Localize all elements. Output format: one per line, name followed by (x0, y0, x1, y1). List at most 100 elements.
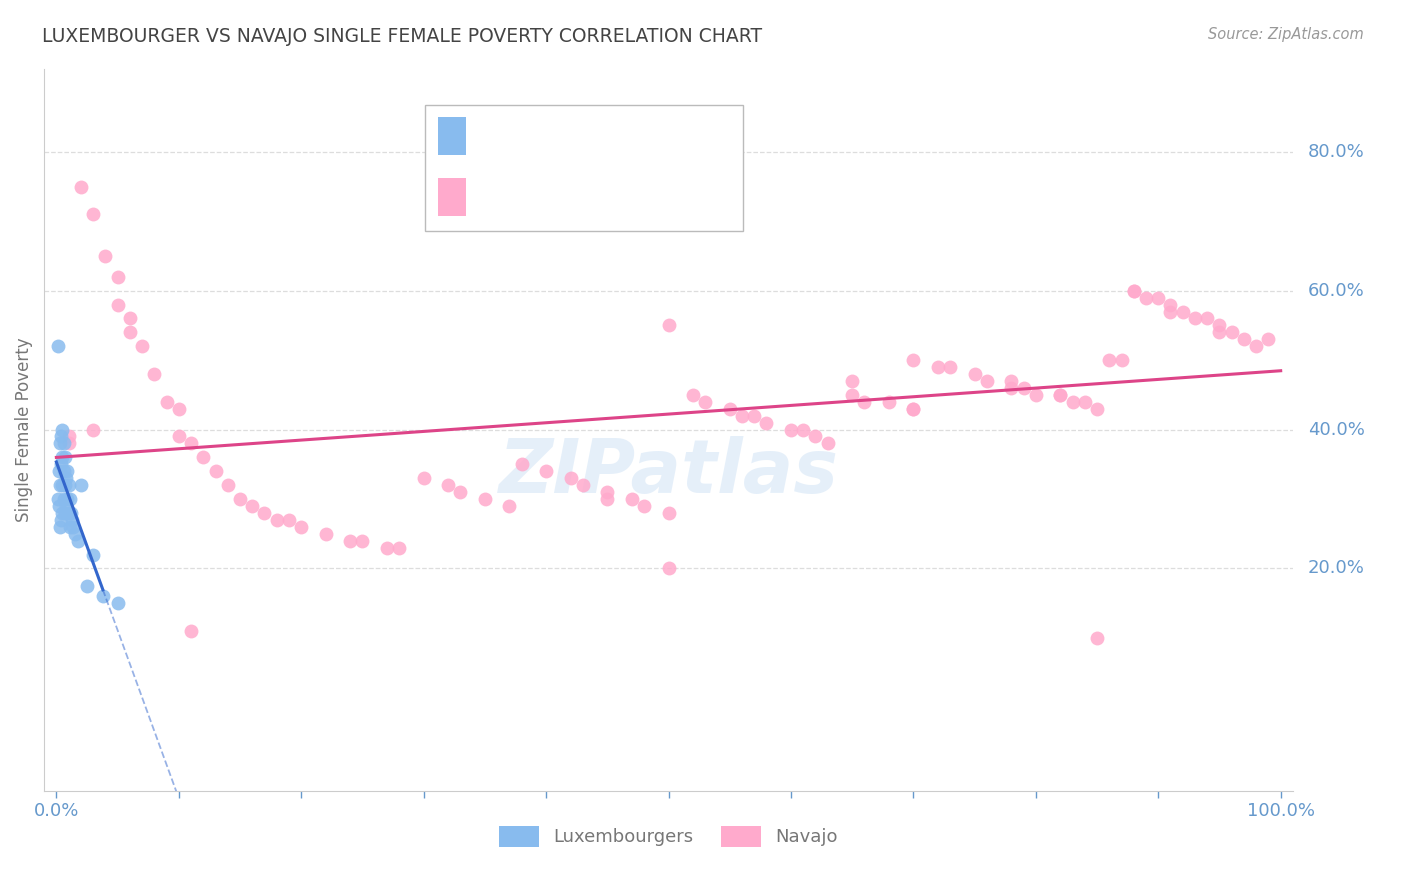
Point (1184, 311, 1206, 326)
Point (290, 520, 312, 534)
Point (804, 429, 827, 443)
Point (69, 179, 91, 194)
Point (167, 401, 190, 416)
Point (596, 485, 619, 500)
Point (60, 513, 83, 527)
Point (718, 401, 741, 416)
Point (253, 506, 276, 520)
Point (963, 367, 986, 381)
Point (53, 478, 76, 492)
Point (167, 429, 190, 443)
Point (572, 478, 595, 492)
Point (240, 499, 263, 513)
Point (1147, 291, 1170, 305)
Point (388, 541, 411, 555)
Point (1197, 311, 1219, 326)
Point (927, 360, 949, 375)
Point (155, 394, 177, 409)
Point (107, 269, 129, 284)
Point (56, 491, 79, 506)
Point (107, 596, 129, 610)
Point (59, 520, 82, 534)
Point (143, 367, 166, 381)
Point (229, 491, 252, 506)
Point (1160, 304, 1182, 318)
Point (939, 360, 962, 375)
Point (560, 471, 582, 485)
Point (266, 513, 288, 527)
Point (1085, 401, 1108, 416)
Point (60, 506, 83, 520)
Point (657, 318, 679, 333)
Point (1233, 332, 1256, 346)
Point (107, 297, 129, 311)
Point (55, 471, 77, 485)
Point (52, 464, 75, 478)
Point (82, 207, 104, 221)
Point (853, 394, 876, 409)
Point (1085, 631, 1108, 645)
Point (67, 533, 90, 548)
Point (1122, 284, 1144, 298)
Point (51, 450, 73, 465)
Point (48, 499, 70, 513)
Point (682, 388, 704, 402)
Point (204, 464, 226, 478)
Point (49, 478, 72, 492)
Point (69, 478, 91, 492)
Point (731, 409, 754, 423)
Point (131, 339, 153, 353)
Point (51, 478, 73, 492)
Point (62, 520, 84, 534)
Point (1220, 326, 1243, 340)
Point (53, 506, 76, 520)
Point (1098, 353, 1121, 368)
Point (449, 485, 471, 500)
Point (58, 436, 80, 450)
Point (1135, 291, 1157, 305)
Point (59, 491, 82, 506)
Point (657, 561, 679, 575)
Point (51, 513, 73, 527)
Point (1000, 374, 1022, 388)
Point (58, 429, 80, 443)
Point (841, 374, 863, 388)
Point (1208, 326, 1230, 340)
Text: 20.0%: 20.0% (1308, 559, 1365, 577)
Point (510, 457, 533, 471)
Point (412, 471, 434, 485)
Point (817, 436, 839, 450)
Point (1160, 297, 1182, 311)
Point (58, 506, 80, 520)
Point (49, 520, 72, 534)
Point (55, 499, 77, 513)
Text: 40.0%: 40.0% (1308, 420, 1365, 439)
Point (51, 429, 73, 443)
Text: LUXEMBOURGER VS NAVAJO SINGLE FEMALE POVERTY CORRELATION CHART: LUXEMBOURGER VS NAVAJO SINGLE FEMALE POV… (42, 27, 762, 45)
Point (180, 624, 202, 638)
Point (46, 339, 69, 353)
Point (1122, 284, 1144, 298)
Point (620, 491, 643, 506)
Point (56, 464, 79, 478)
Point (49, 436, 72, 450)
Point (841, 388, 863, 402)
Point (903, 353, 925, 368)
Text: 60.0%: 60.0% (1308, 282, 1365, 300)
Point (1025, 388, 1047, 402)
Point (94, 249, 117, 263)
Point (46, 491, 69, 506)
Point (1244, 339, 1267, 353)
Point (780, 423, 803, 437)
Point (903, 401, 925, 416)
Point (1171, 304, 1194, 318)
Point (375, 541, 398, 555)
Point (180, 436, 202, 450)
Point (1012, 381, 1035, 395)
Point (903, 401, 925, 416)
Point (52, 436, 75, 450)
Point (82, 548, 104, 562)
Point (633, 499, 655, 513)
Point (339, 533, 361, 548)
Point (474, 491, 496, 506)
